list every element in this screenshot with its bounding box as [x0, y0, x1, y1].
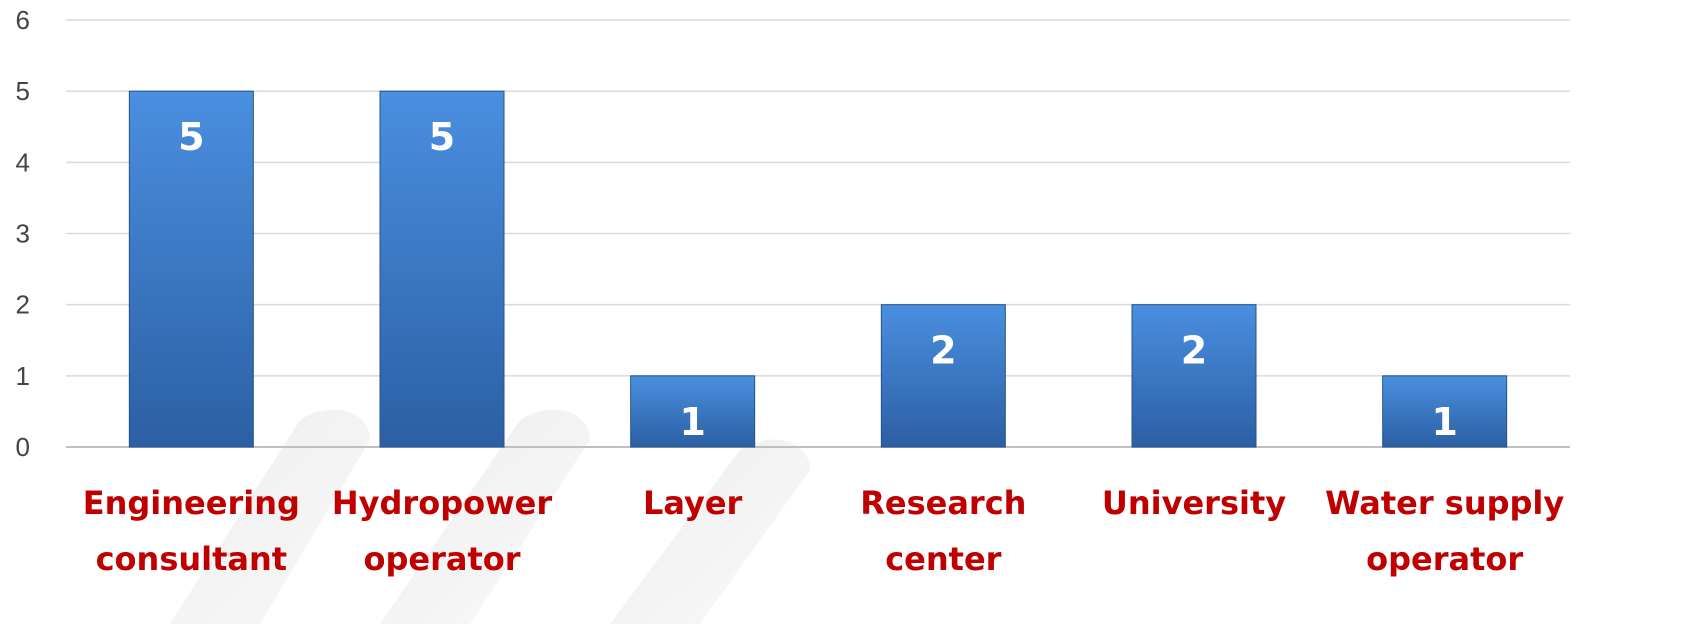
x-category-label-line: Engineering [83, 484, 300, 522]
data-label: 1 [679, 400, 705, 444]
y-tick-label: 3 [16, 219, 30, 249]
data-label: 5 [178, 115, 204, 159]
data-label: 2 [1181, 329, 1207, 373]
x-category-label-line: consultant [96, 540, 288, 578]
y-tick-label: 0 [16, 432, 30, 462]
y-tick-label: 4 [16, 147, 30, 177]
x-category-label-line: operator [363, 540, 520, 578]
y-tick-label: 2 [16, 290, 30, 320]
bars [128, 90, 1508, 448]
y-tick-label: 6 [16, 5, 30, 35]
bar [1382, 375, 1508, 448]
x-category-label-line: operator [1366, 540, 1523, 578]
data-label: 2 [930, 329, 956, 373]
x-category-label-line: center [885, 540, 1001, 578]
x-category-label: University [1102, 484, 1286, 522]
data-label: 5 [429, 115, 455, 159]
bar [1131, 304, 1257, 448]
x-category-label-line: Layer [643, 484, 743, 522]
y-tick-label: 5 [16, 76, 30, 106]
x-category-label: Engineering consultant [83, 484, 300, 578]
watermark-decoration [170, 409, 810, 624]
y-axis-tick-labels: 0 1 2 3 4 5 6 [16, 5, 30, 462]
data-labels: 5 5 1 2 2 1 [178, 115, 1458, 444]
x-category-label-line: Research [860, 484, 1026, 522]
bar [128, 90, 254, 448]
x-category-label: Hydropower operator [332, 484, 552, 578]
x-category-label-line: University [1102, 484, 1286, 522]
x-category-label: Layer [643, 484, 743, 522]
bar [379, 90, 505, 448]
gridlines [66, 19, 1570, 448]
bar [630, 375, 756, 448]
data-label: 1 [1431, 400, 1457, 444]
x-category-label-line: Water supply [1325, 484, 1564, 522]
x-category-label-line: Hydropower [332, 484, 552, 522]
x-category-label: Research center [860, 484, 1026, 578]
x-axis-category-labels: Engineering consultant Hydropower operator L… [83, 484, 1565, 578]
bar [880, 304, 1006, 448]
x-category-label: Water supply operator [1325, 484, 1564, 578]
y-tick-label: 1 [16, 361, 30, 391]
